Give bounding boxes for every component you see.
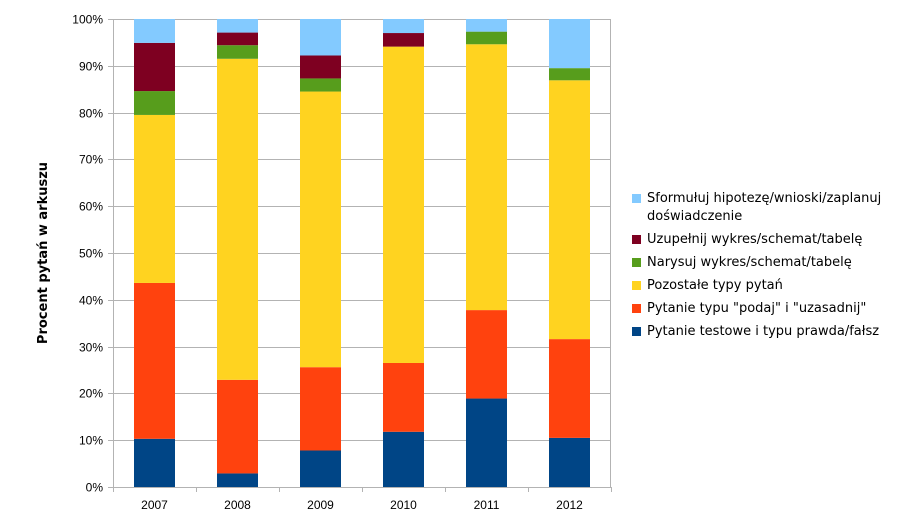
x-tick-label: 2008	[224, 498, 251, 512]
bar-segment	[383, 46, 424, 363]
legend-label: Sformułuj hipotezę/wnioski/zaplanuj dośw…	[647, 191, 882, 224]
legend-swatch	[632, 327, 641, 336]
x-tick-label: 2007	[141, 498, 168, 512]
y-tick-label: 50%	[79, 247, 103, 261]
bar-segment	[549, 68, 590, 81]
bar-segment	[466, 19, 507, 32]
bar-segment	[549, 19, 590, 69]
y-tick-label: 0%	[86, 481, 104, 495]
bar-segment	[134, 114, 175, 283]
bar-segment	[466, 31, 507, 45]
legend-swatch	[632, 194, 641, 203]
bar-segment	[217, 45, 258, 59]
bar-segment	[217, 19, 258, 33]
bar-segment	[134, 42, 175, 92]
legend-label: Pytanie typu "podaj" i "uzasadnij"	[647, 301, 867, 316]
y-tick-label: 10%	[79, 434, 103, 448]
bar-segment	[466, 310, 507, 399]
y-tick-label: 90%	[79, 60, 103, 74]
legend-swatch	[632, 281, 641, 290]
bar-segment	[300, 450, 341, 487]
bar-segment	[134, 282, 175, 439]
y-tick-labels: 0% 10% 20% 30% 40% 50% 60% 70% 80% 90% 100%	[72, 13, 103, 495]
legend-label: Pytanie testowe i typu prawda/fałsz	[647, 324, 880, 339]
bar-segment	[466, 398, 507, 487]
legend-item: Pozostałe typy pytań	[632, 277, 897, 295]
legend-item: Sformułuj hipotezę/wnioski/zaplanuj dośw…	[632, 190, 897, 226]
bar-segment	[134, 438, 175, 487]
y-tick-label: 70%	[79, 153, 103, 167]
x-tick-label: 2011	[474, 498, 500, 512]
x-tick-label: 2009	[307, 498, 334, 512]
bar-segment	[300, 78, 341, 92]
x-tick-label: 2012	[556, 498, 583, 512]
y-tick-label: 100%	[72, 13, 103, 27]
bar-segment	[383, 19, 424, 34]
y-tick-label: 30%	[79, 341, 103, 355]
bar-segment	[217, 473, 258, 487]
bar-segment	[300, 19, 341, 56]
bar-segment	[466, 44, 507, 311]
bar-segment	[549, 80, 590, 340]
legend-swatch	[632, 304, 641, 313]
bar-segment	[383, 33, 424, 47]
x-tick-label: 2010	[390, 498, 417, 512]
legend-label: Narysuj wykres/schemat/tabelę	[647, 255, 852, 270]
y-axis-label: Procent pytań w arkuszu	[36, 162, 51, 344]
legend-item: Narysuj wykres/schemat/tabelę	[632, 254, 897, 272]
bar-segment	[300, 55, 341, 79]
y-tick-label: 40%	[79, 294, 103, 308]
legend-item: Uzupełnij wykres/schemat/tabelę	[632, 231, 897, 249]
bar-segment	[217, 58, 258, 380]
legend-label: Uzupełnij wykres/schemat/tabelę	[647, 232, 863, 247]
bar-segment	[383, 362, 424, 432]
bar-segment	[300, 367, 341, 451]
bars	[134, 19, 590, 487]
legend: Sformułuj hipotezę/wnioski/zaplanuj dośw…	[632, 190, 897, 346]
legend-item: Pytanie testowe i typu prawda/fałsz	[632, 323, 897, 341]
y-tick-label: 80%	[79, 107, 103, 121]
y-tick-label: 20%	[79, 387, 103, 401]
legend-swatch	[632, 235, 641, 244]
bar-segment	[134, 19, 175, 43]
bar-segment	[217, 32, 258, 46]
bar-segment	[300, 91, 341, 368]
bar-segment	[383, 431, 424, 487]
bar-segment	[549, 339, 590, 438]
x-tick-labels: 2007 2008 2009 2010 2011 2012	[141, 498, 583, 512]
legend-item: Pytanie typu "podaj" i "uzasadnij"	[632, 300, 897, 318]
bar-segment	[549, 437, 590, 487]
legend-swatch	[632, 258, 641, 267]
grid-lines	[108, 19, 612, 492]
bar-segment	[134, 91, 175, 115]
legend-label: Pozostałe typy pytań	[647, 278, 783, 293]
bar-segment	[217, 379, 258, 474]
y-tick-label: 60%	[79, 200, 103, 214]
axes	[113, 19, 611, 488]
